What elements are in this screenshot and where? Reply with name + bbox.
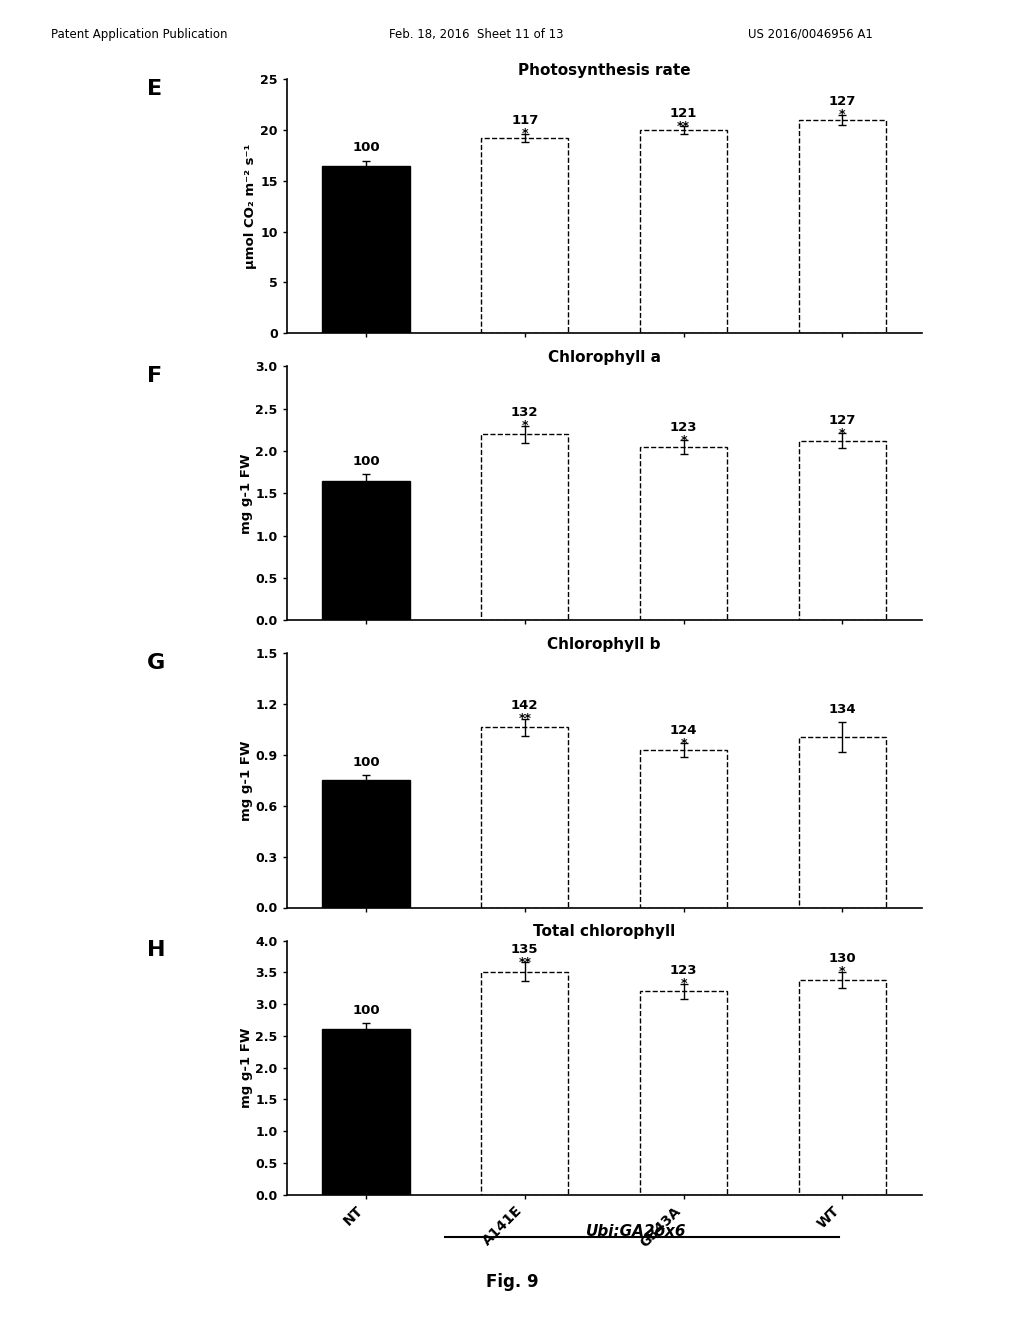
Text: **: ** xyxy=(677,120,690,133)
Text: 100: 100 xyxy=(352,1003,380,1016)
Bar xyxy=(640,750,727,908)
Bar xyxy=(481,137,568,334)
Bar xyxy=(799,441,886,620)
Text: **: ** xyxy=(518,956,531,969)
Text: 123: 123 xyxy=(670,965,697,977)
Text: G: G xyxy=(147,653,165,673)
Text: 123: 123 xyxy=(670,421,697,434)
Bar xyxy=(323,1030,410,1195)
Bar xyxy=(481,727,568,908)
Text: Feb. 18, 2016  Sheet 11 of 13: Feb. 18, 2016 Sheet 11 of 13 xyxy=(389,28,563,41)
Text: 127: 127 xyxy=(828,95,856,108)
Text: US 2016/0046956 A1: US 2016/0046956 A1 xyxy=(748,28,872,41)
Text: Patent Application Publication: Patent Application Publication xyxy=(51,28,227,41)
Text: 124: 124 xyxy=(670,723,697,737)
Text: 121: 121 xyxy=(670,107,697,120)
Bar xyxy=(323,480,410,620)
Bar xyxy=(640,131,727,334)
Title: Chlorophyll b: Chlorophyll b xyxy=(548,638,660,652)
Text: 135: 135 xyxy=(511,942,539,956)
Bar xyxy=(799,120,886,334)
Title: Chlorophyll a: Chlorophyll a xyxy=(548,350,660,366)
Text: *: * xyxy=(839,108,846,121)
Text: *: * xyxy=(680,434,687,446)
Y-axis label: mg g-1 FW: mg g-1 FW xyxy=(240,1027,253,1107)
Bar xyxy=(323,780,410,908)
Bar xyxy=(799,979,886,1195)
Text: 134: 134 xyxy=(828,702,856,715)
Text: *: * xyxy=(680,737,687,750)
Y-axis label: mg g-1 FW: mg g-1 FW xyxy=(240,741,253,821)
Title: Total chlorophyll: Total chlorophyll xyxy=(534,924,675,940)
Text: 130: 130 xyxy=(828,952,856,965)
Bar xyxy=(640,446,727,620)
Bar xyxy=(481,434,568,620)
Text: Fig. 9: Fig. 9 xyxy=(485,1272,539,1291)
Text: *: * xyxy=(680,977,687,990)
Text: 132: 132 xyxy=(511,407,539,420)
Text: 100: 100 xyxy=(352,141,380,154)
Bar xyxy=(640,991,727,1195)
Bar xyxy=(799,738,886,908)
Title: Photosynthesis rate: Photosynthesis rate xyxy=(518,63,690,78)
Text: *: * xyxy=(839,426,846,440)
Bar xyxy=(323,165,410,334)
Text: *: * xyxy=(839,965,846,978)
Y-axis label: mg g-1 FW: mg g-1 FW xyxy=(240,453,253,533)
Text: 142: 142 xyxy=(511,700,539,713)
Text: F: F xyxy=(147,366,162,387)
Text: Ubi:GA2ox6: Ubi:GA2ox6 xyxy=(586,1224,686,1238)
Y-axis label: μmol CO₂ m⁻² s⁻¹: μmol CO₂ m⁻² s⁻¹ xyxy=(245,144,257,269)
Text: *: * xyxy=(521,127,528,140)
Text: 100: 100 xyxy=(352,756,380,770)
Text: 100: 100 xyxy=(352,454,380,467)
Text: 127: 127 xyxy=(828,414,856,426)
Text: E: E xyxy=(147,79,162,99)
Text: 117: 117 xyxy=(511,115,539,127)
Text: *: * xyxy=(521,420,528,432)
Text: **: ** xyxy=(518,713,531,725)
Text: H: H xyxy=(147,940,166,961)
Bar xyxy=(481,972,568,1195)
